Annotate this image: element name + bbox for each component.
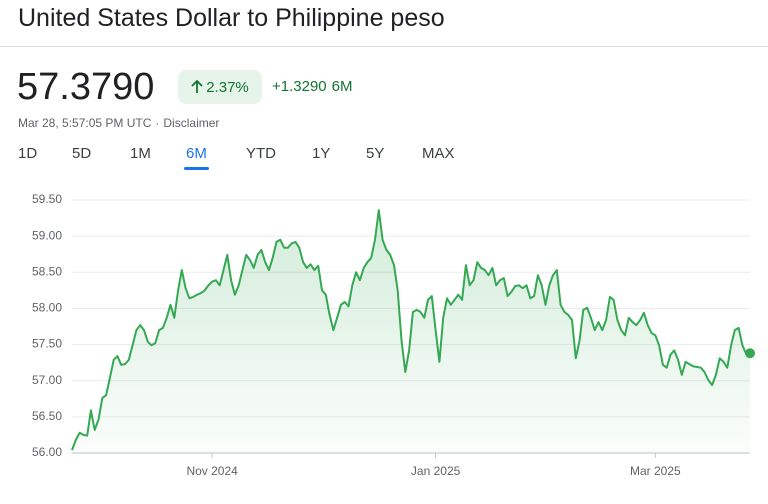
up-arrow [191,80,203,93]
change-period: 6M [331,78,353,95]
timestamp: Mar 28, 5:57:05 PM UTC [18,116,152,130]
y-tick-label: 56.50 [32,409,62,423]
last-point [745,348,755,359]
x-tick-label: Nov 2024 [186,464,238,478]
x-tick-label: Mar 2025 [630,464,681,478]
separator: · [155,116,160,130]
price: 57.3790 [17,66,155,108]
title: United States Dollar to Philippine peso [18,4,445,32]
divider [0,46,768,47]
y-tick-label: 59.00 [32,228,62,242]
range-tab[interactable]: 6M [184,145,209,170]
y-tick-label: 57.50 [32,337,62,351]
y-tick-label: 57.00 [32,373,62,387]
range-tab[interactable]: 5Y [366,145,385,162]
y-tick-label: 56.00 [32,445,62,459]
range-tab[interactable]: 1D [18,145,38,162]
y-tick-label: 58.00 [32,301,62,315]
range-tab[interactable]: YTD [246,145,276,162]
change-chip: 2.37% [178,70,262,104]
change-absolute: +1.3290 [272,78,327,95]
range-tab[interactable]: 1M [130,145,151,162]
range-tab[interactable]: MAX [422,145,455,162]
y-tick-label: 59.50 [32,192,62,206]
change-percent: 2.37% [206,78,249,96]
x-tick-label: Jan 2025 [411,464,461,478]
disclaimer-link[interactable]: Disclaimer [163,116,220,130]
change: +1.3290 6M [272,78,357,95]
range-tab[interactable]: 5D [72,145,92,162]
y-tick-label: 58.50 [32,264,62,278]
timestamp-row: Mar 28, 5:57:05 PM UTC · Disclaimer [18,116,223,130]
range-tab[interactable]: 1Y [312,145,331,162]
price-line [71,209,751,451]
